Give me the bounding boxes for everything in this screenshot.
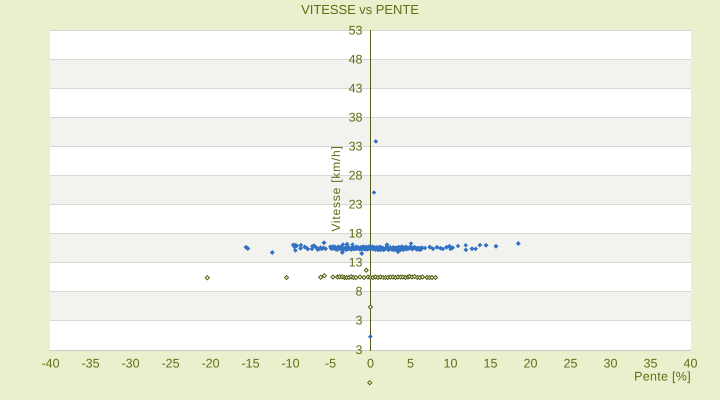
svg-text:38: 38: [349, 110, 363, 124]
svg-text:3: 3: [356, 313, 363, 327]
svg-text:10: 10: [444, 357, 458, 371]
svg-text:-5: -5: [325, 357, 336, 371]
svg-text:Vitesse [km/h]: Vitesse [km/h]: [329, 145, 343, 231]
svg-text:-30: -30: [121, 357, 139, 371]
svg-text:-25: -25: [161, 357, 179, 371]
svg-text:15: 15: [484, 357, 498, 371]
svg-text:Pente [%]: Pente [%]: [634, 370, 691, 384]
svg-text:30: 30: [604, 357, 618, 371]
svg-text:53: 53: [349, 23, 363, 37]
svg-text:48: 48: [349, 52, 363, 66]
svg-text:-20: -20: [201, 357, 219, 371]
svg-text:-35: -35: [81, 357, 99, 371]
svg-text:3: 3: [356, 343, 363, 357]
svg-text:0: 0: [367, 357, 374, 371]
svg-text:23: 23: [349, 197, 363, 211]
svg-text:13: 13: [349, 255, 363, 269]
svg-text:18: 18: [349, 226, 363, 240]
svg-text:40: 40: [684, 357, 698, 371]
svg-text:28: 28: [349, 168, 363, 182]
svg-text:8: 8: [356, 284, 363, 298]
svg-text:20: 20: [524, 357, 538, 371]
svg-text:25: 25: [564, 357, 578, 371]
svg-text:5: 5: [407, 357, 414, 371]
svg-text:33: 33: [349, 139, 363, 153]
svg-text:43: 43: [349, 81, 363, 95]
svg-text:-10: -10: [281, 357, 299, 371]
svg-text:35: 35: [644, 357, 658, 371]
svg-text:-15: -15: [241, 357, 259, 371]
svg-text:VITESSE vs PENTE: VITESSE vs PENTE: [301, 2, 419, 17]
svg-text:-40: -40: [41, 357, 59, 371]
